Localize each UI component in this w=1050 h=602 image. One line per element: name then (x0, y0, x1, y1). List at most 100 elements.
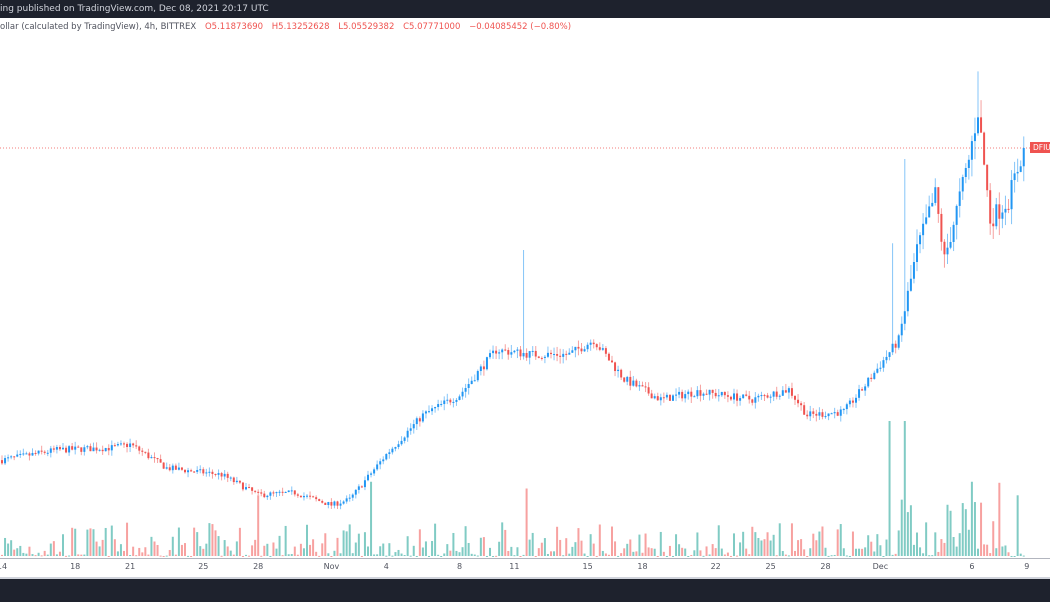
candle-down (318, 499, 321, 501)
candle-up (373, 469, 376, 474)
candle-down (800, 403, 803, 406)
volume-bar (424, 541, 427, 556)
volume-bar (1001, 546, 1004, 556)
volume-bar (10, 540, 13, 556)
candle-up (693, 396, 696, 398)
candle-up (464, 388, 467, 392)
volume-bar (858, 548, 861, 556)
candle-down (559, 355, 562, 357)
volume-bar (7, 543, 10, 556)
candle-down (537, 356, 540, 358)
candle-up (897, 335, 900, 348)
candle-up (760, 395, 763, 397)
candle-down (95, 447, 98, 451)
volume-bar (818, 531, 821, 556)
candle-down (607, 353, 610, 361)
candle-up (858, 389, 861, 398)
volume-bar (601, 550, 604, 556)
volume-bar (772, 534, 775, 556)
volume-bar (385, 555, 388, 557)
volume-bar (211, 524, 214, 556)
candle-up (431, 408, 434, 412)
candle-up (278, 491, 281, 493)
candle-down (272, 492, 275, 494)
volume-bar (1022, 555, 1025, 557)
volume-bar (318, 555, 321, 557)
candle-down (751, 399, 754, 403)
volume-bar (165, 555, 168, 557)
candle-down (763, 395, 766, 397)
volume-bar (922, 553, 925, 556)
candle-up (589, 342, 592, 345)
candle-down (983, 132, 986, 165)
candle-up (62, 447, 64, 450)
candle-down (211, 471, 214, 474)
time-tick-label: 18 (70, 562, 81, 571)
candle-up (391, 448, 394, 453)
candle-up (733, 393, 735, 400)
candle-down (992, 223, 995, 227)
candle-up (129, 443, 132, 447)
price-chart[interactable] (0, 34, 1050, 558)
volume-bar (620, 553, 623, 556)
candle-up (440, 404, 443, 406)
candle-up (516, 349, 519, 351)
candle-down (620, 369, 623, 378)
candle-down (52, 448, 55, 450)
volume-bar (595, 555, 598, 557)
volume-bar (998, 482, 1001, 556)
volume-bar (370, 481, 373, 556)
time-tick-label: 25 (765, 562, 776, 571)
candle-down (519, 349, 522, 357)
candle-up (665, 394, 668, 398)
time-axis[interactable]: 14 18 21 25 28 Nov 4 8 11 15 18 22 25 28 Dec 6 9 (0, 558, 1050, 578)
volume-bar (769, 540, 772, 556)
volume-bar (784, 554, 787, 556)
candle-down (812, 411, 815, 414)
volume-bar (98, 546, 101, 556)
volume-bar (327, 553, 330, 556)
candle-up (339, 503, 342, 506)
volume-bar (1007, 552, 1010, 556)
candle-up (199, 469, 202, 471)
candle-up (376, 464, 379, 470)
volume-bar (217, 536, 220, 556)
candle-up (467, 384, 470, 389)
volume-bar (476, 555, 479, 557)
low-number: 5.05529382 (342, 22, 395, 32)
time-tick-label: 21 (125, 562, 136, 571)
candle-down (623, 377, 626, 382)
volume-bar (89, 528, 92, 556)
candle-up (687, 391, 690, 395)
volume-bar (418, 529, 421, 556)
volume-bar (269, 555, 272, 557)
volume-bar (690, 554, 693, 556)
volume-bar (278, 535, 281, 556)
volume-bar (617, 555, 620, 557)
candle-down (614, 362, 617, 372)
volume-bar (205, 543, 208, 556)
volume-bar (461, 547, 464, 556)
volume-bar (367, 546, 369, 556)
candle-down (851, 400, 854, 403)
candle-up (473, 380, 476, 382)
volume-bar (778, 523, 781, 556)
volume-bar (763, 539, 766, 556)
candle-down (641, 385, 644, 387)
candle-up (919, 235, 922, 245)
candle-down (418, 418, 421, 422)
candle-up (446, 399, 449, 401)
volume-bar (489, 547, 491, 556)
candle-down (293, 490, 296, 495)
candle-up (891, 343, 894, 353)
volume-bar (815, 540, 818, 556)
candle-down (113, 445, 116, 447)
volume-bar (668, 545, 671, 556)
volume-bar (266, 543, 269, 556)
time-tick-label: 28 (820, 562, 831, 571)
last-price-label: DFIUSD (1030, 142, 1050, 153)
candle-down (580, 348, 583, 352)
candle-up (367, 474, 369, 481)
candle-down (263, 493, 266, 498)
candle-down (577, 346, 580, 349)
